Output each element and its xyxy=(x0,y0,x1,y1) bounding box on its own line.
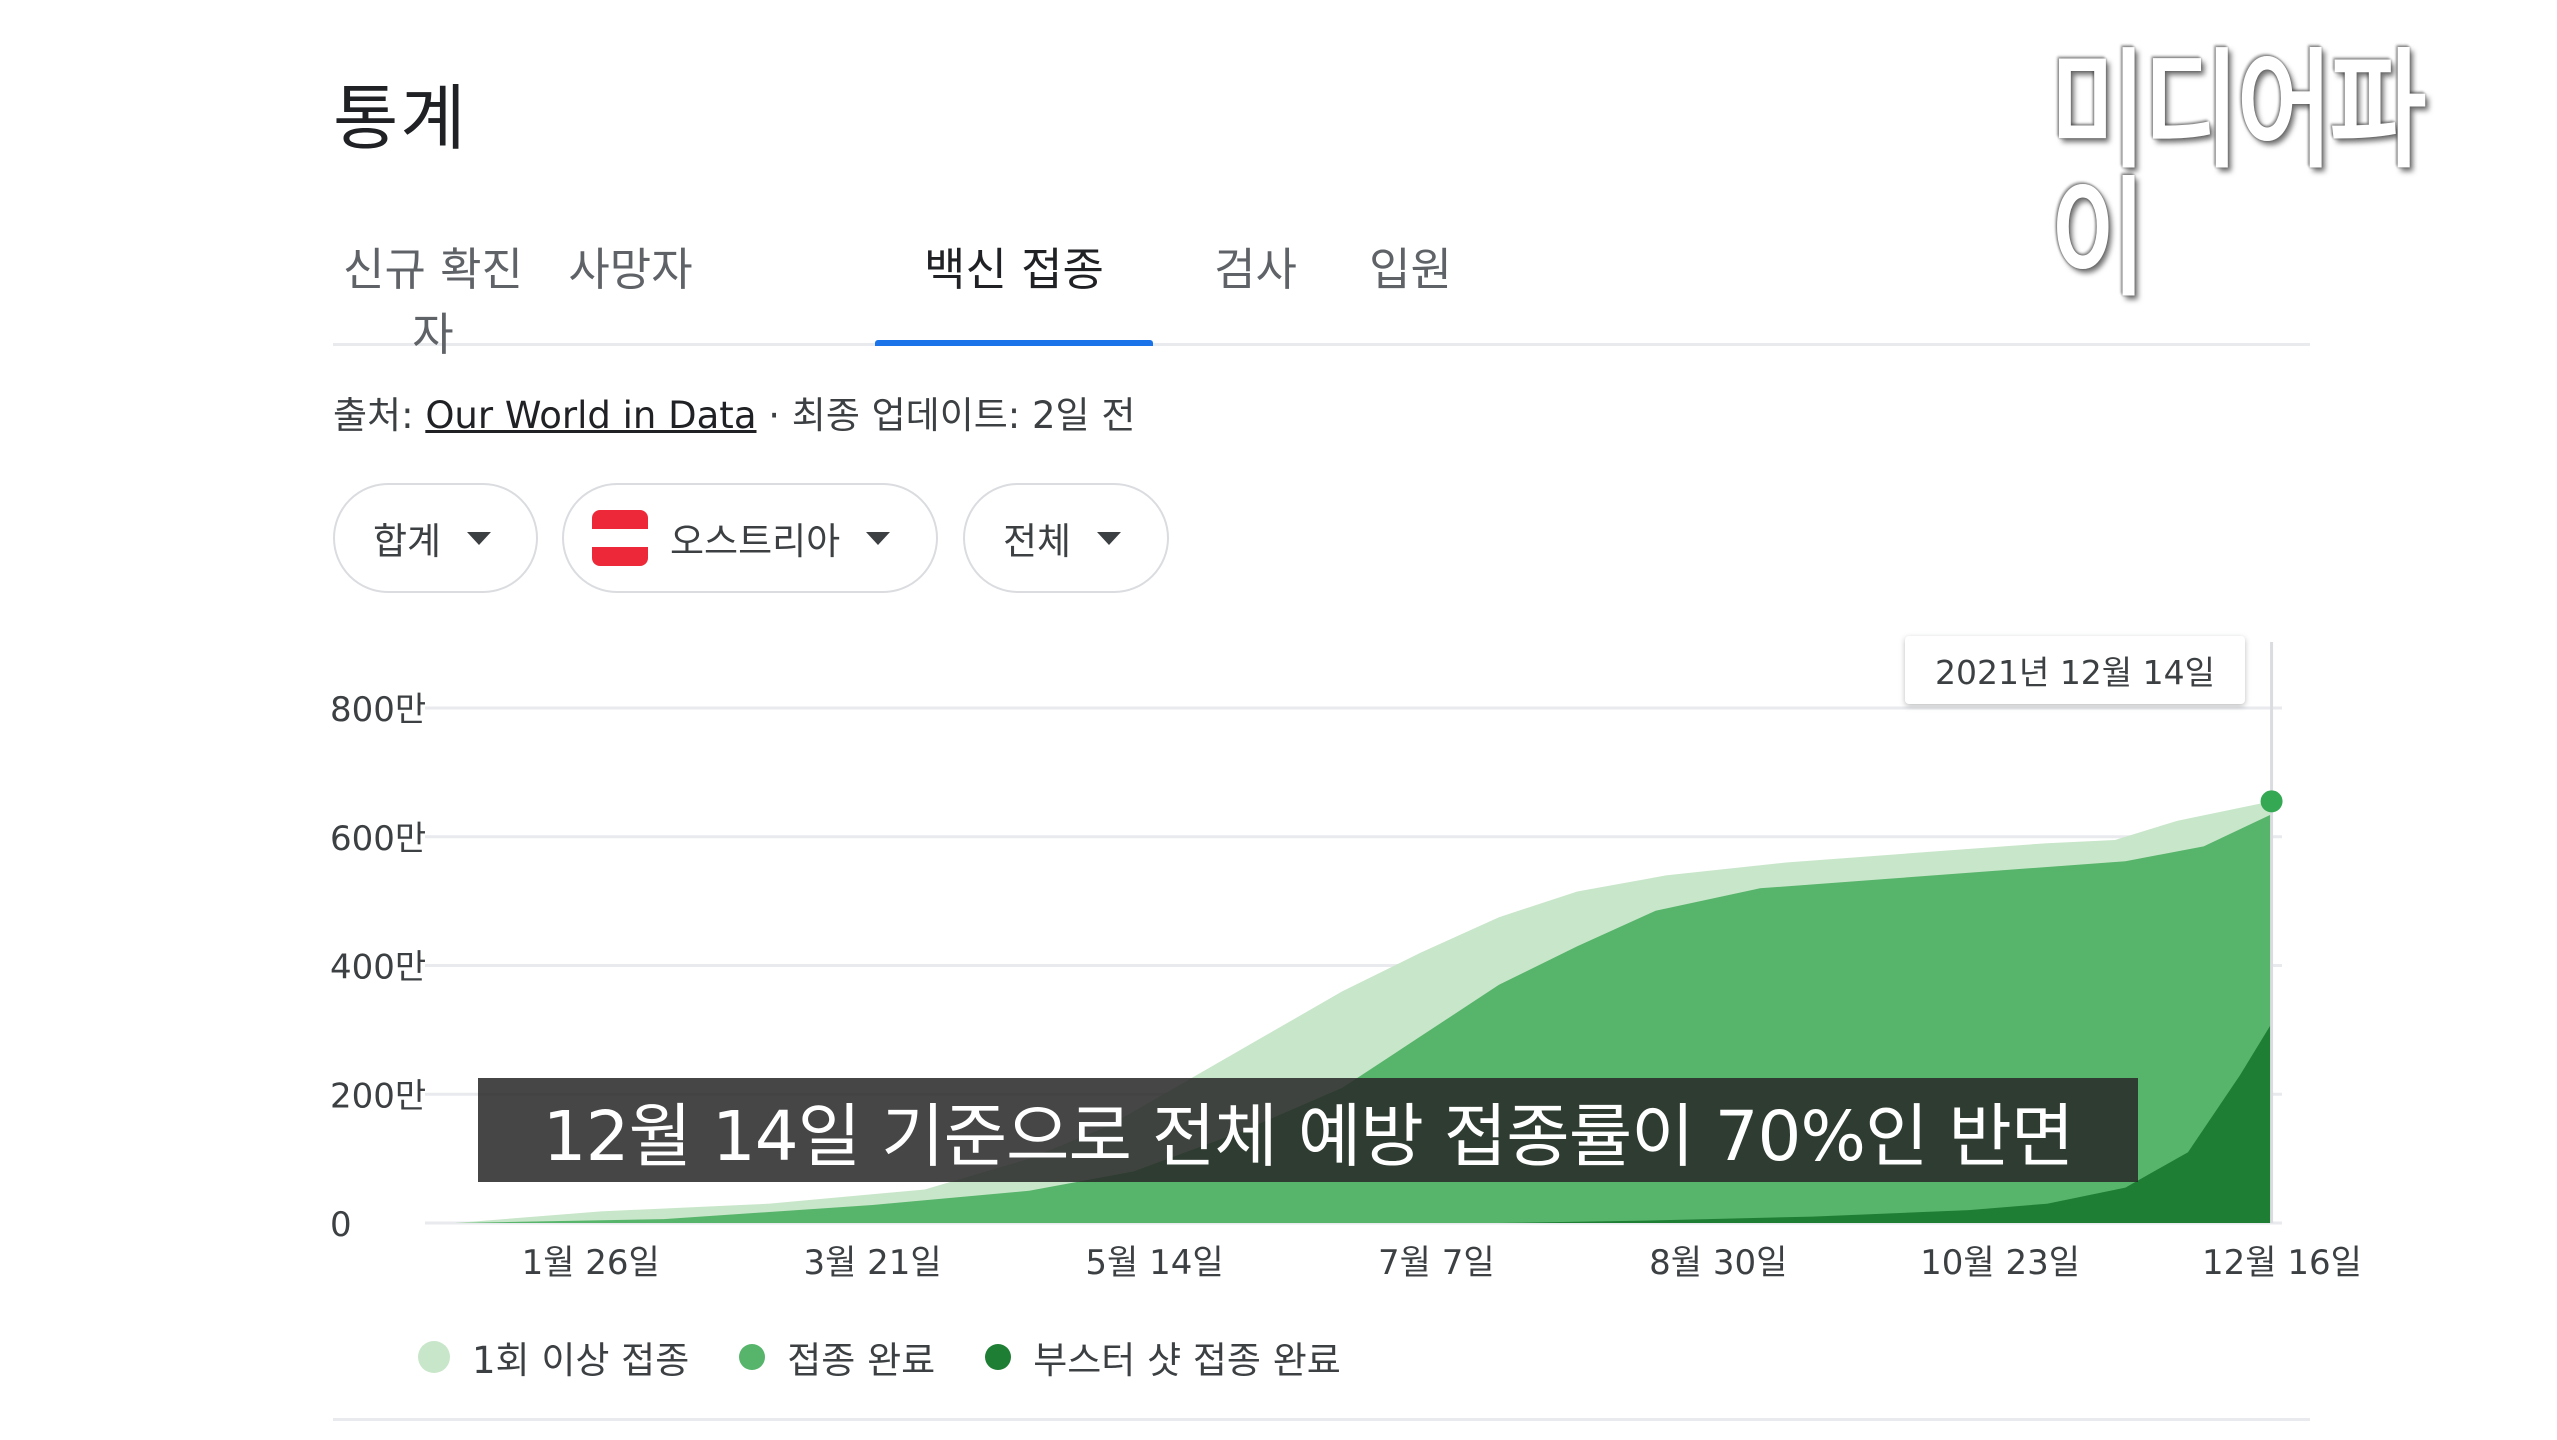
page-title: 통계 xyxy=(333,77,468,160)
tab-tests[interactable]: 검사 xyxy=(1214,243,1297,296)
y-tick-label: 200만 xyxy=(330,1076,426,1116)
chevron-down-icon xyxy=(866,531,891,545)
x-tick-label: 12월 16일 xyxy=(2202,1243,2362,1283)
last-updated: · 최종 업데이트: 2일 전 xyxy=(756,394,1136,437)
x-tick-label: 8월 30일 xyxy=(1649,1243,1787,1283)
highlight-point xyxy=(2260,790,2283,813)
flag-stripe xyxy=(592,528,648,548)
chevron-down-icon xyxy=(467,531,492,545)
tab-new-cases[interactable]: 신규 확진자 xyxy=(343,243,523,361)
source-line: 출처: Our World in Data · 최종 업데이트: 2일 전 xyxy=(333,385,1135,439)
country-dropdown-label: 오스트리아 xyxy=(670,520,841,563)
legend-dot-icon xyxy=(985,1344,1012,1370)
tab-vaccinations[interactable]: 백신 접종 xyxy=(875,233,1153,346)
series-area-3 xyxy=(455,1023,2272,1223)
legend-dot-icon xyxy=(418,1341,450,1373)
y-tick-label: 400만 xyxy=(330,948,426,988)
tab-bar: 신규 확진자 사망자 백신 접종 검사 입원 xyxy=(333,225,2310,361)
legend-dot-icon xyxy=(739,1344,766,1370)
legend-label: 접종 완료 xyxy=(787,1339,936,1382)
source-prefix: 출처: xyxy=(333,394,426,437)
legend-label: 부스터 샷 접종 완료 xyxy=(1033,1339,1341,1382)
x-tick-label: 3월 21일 xyxy=(803,1243,941,1283)
x-tick-label: 5월 14일 xyxy=(1085,1243,1223,1283)
y-tick-label: 800만 xyxy=(330,690,426,730)
x-tick-label: 10월 23일 xyxy=(1920,1243,2080,1283)
source-link[interactable]: Our World in Data xyxy=(425,394,757,437)
legend-item-booster: 부스터 샷 접종 완료 xyxy=(985,1330,1341,1384)
range-dropdown-label: 전체 xyxy=(1003,520,1072,563)
y-tick-label: 0 xyxy=(330,1205,352,1245)
metric-dropdown-label: 합계 xyxy=(373,520,442,563)
country-dropdown[interactable]: 오스트리아 xyxy=(562,483,938,593)
channel-watermark: 미디어파이 xyxy=(2050,37,2426,314)
legend-item-at-least-one: 1회 이상 접종 xyxy=(418,1330,689,1384)
legend-item-fully-vaccinated: 접종 완료 xyxy=(739,1330,935,1384)
x-tick-label: 1월 26일 xyxy=(522,1243,660,1283)
y-tick-label: 600만 xyxy=(330,819,426,859)
flag-stripe xyxy=(592,510,648,529)
flag-stripe xyxy=(592,547,648,566)
tab-deaths[interactable]: 사망자 xyxy=(568,243,693,296)
metric-dropdown[interactable]: 합계 xyxy=(333,483,538,593)
date-tooltip: 2021년 12월 14일 xyxy=(1905,636,2245,704)
chart-legend: 1회 이상 접종 접종 완료 부스터 샷 접종 완료 xyxy=(418,1330,1391,1384)
x-tick-label: 7월 7일 xyxy=(1378,1243,1495,1283)
range-dropdown[interactable]: 전체 xyxy=(963,483,1169,593)
video-subtitle: 12월 14일 기준으로 전체 예방 접종률이 70%인 반면 xyxy=(478,1078,2138,1182)
austria-flag-icon xyxy=(592,510,648,566)
divider xyxy=(333,1418,2310,1421)
chevron-down-icon xyxy=(1097,531,1122,545)
legend-label: 1회 이상 접종 xyxy=(472,1339,690,1382)
tab-hospitalizations[interactable]: 입원 xyxy=(1369,243,1452,296)
